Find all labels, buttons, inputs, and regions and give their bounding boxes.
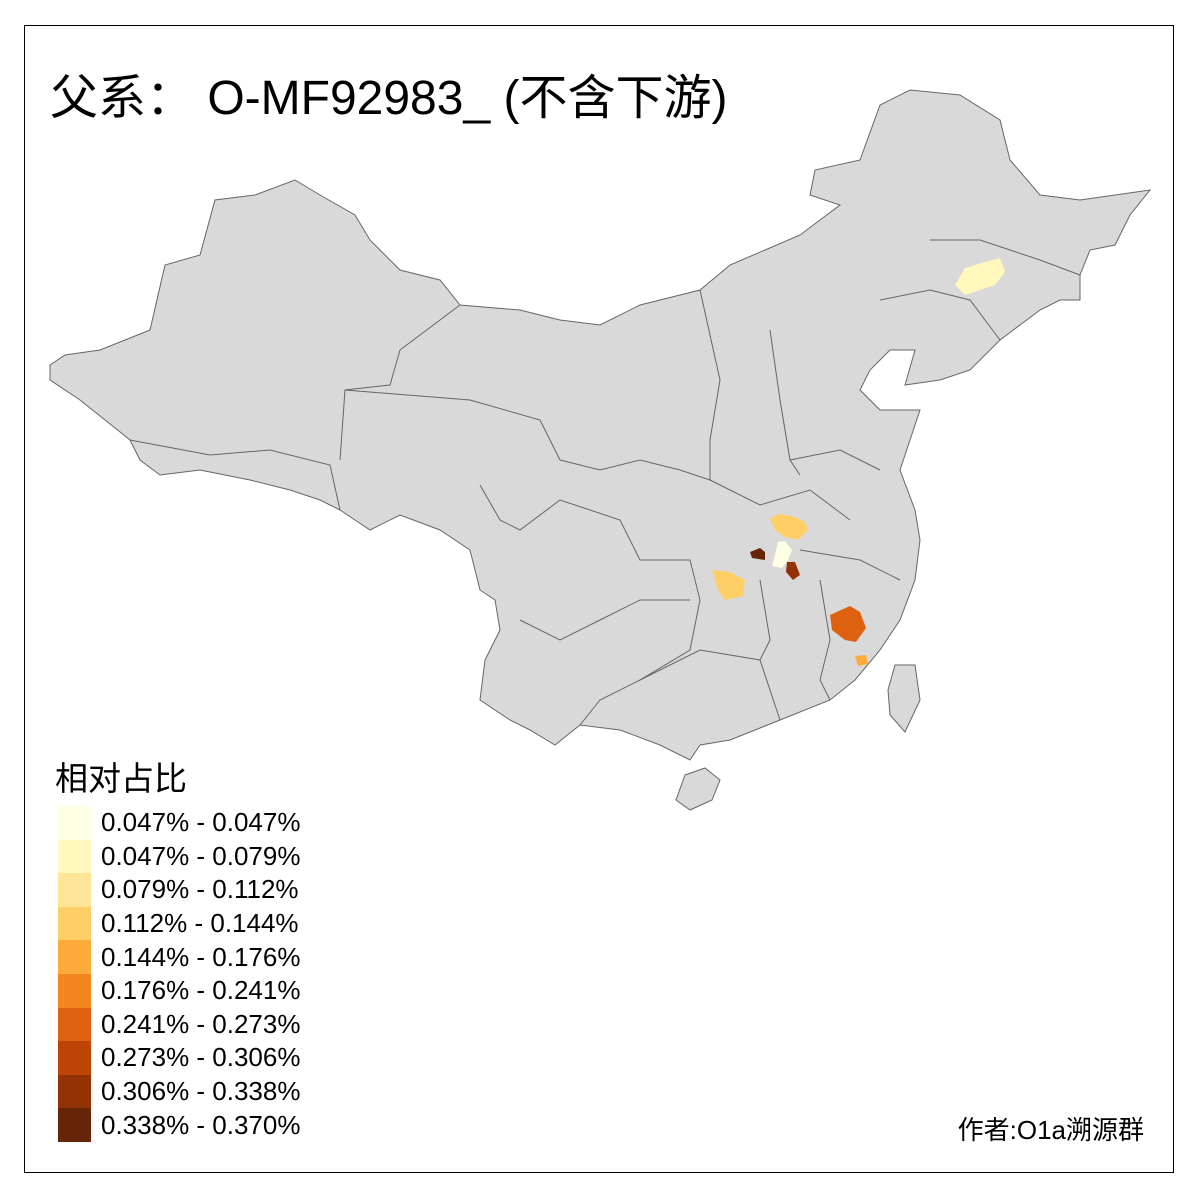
plot-frame xyxy=(24,25,1174,1173)
region-northeast xyxy=(955,258,1005,295)
legend-swatch xyxy=(58,1074,91,1109)
legend-item: 0.047% - 0.079% xyxy=(58,839,301,874)
legend-swatch xyxy=(58,1108,91,1142)
legend-item: 0.079% - 0.112% xyxy=(58,873,300,907)
region-hubei xyxy=(772,541,792,568)
legend: 0.047% - 0.047% 0.047% - 0.079% 0.079% - 0… xyxy=(58,806,300,1142)
legend-swatch xyxy=(58,973,91,1008)
legend-item: 0.112% - 0.144% xyxy=(58,906,300,941)
legend-label: 0.112% - 0.144% xyxy=(101,908,299,939)
province-borders xyxy=(129,239,1081,726)
map-title: 父系： O-MF92983_ (不含下游) xyxy=(50,72,728,125)
legend-swatch xyxy=(58,839,91,874)
region-west-hubei xyxy=(750,548,765,560)
legend-swatch xyxy=(58,1007,91,1042)
hainan xyxy=(675,767,721,811)
region-east-hubei xyxy=(786,562,800,580)
legend-label: 0.273% - 0.306% xyxy=(101,1042,301,1073)
legend-item: 0.306% - 0.338% xyxy=(58,1074,301,1109)
region-hunan xyxy=(712,570,745,600)
region-fujian-coast xyxy=(855,655,868,666)
legend-label: 0.079% - 0.112% xyxy=(101,874,299,905)
legend-label: 0.338% - 0.370% xyxy=(101,1109,301,1140)
legend-swatch xyxy=(58,1041,91,1075)
legend-item: 0.047% - 0.047% xyxy=(58,806,300,840)
legend-swatch xyxy=(58,806,91,840)
legend-item: 0.273% - 0.306% xyxy=(58,1041,300,1075)
legend-label: 0.047% - 0.079% xyxy=(101,840,301,871)
taiwan xyxy=(887,664,921,733)
legend-item: 0.241% - 0.273% xyxy=(58,1007,301,1042)
region-henan xyxy=(770,514,808,540)
legend-swatch xyxy=(58,873,91,907)
legend-label: 0.144% - 0.176% xyxy=(101,941,301,972)
legend-item: 0.338% - 0.370% xyxy=(58,1108,300,1142)
legend-item: 0.176% - 0.241% xyxy=(58,973,301,1008)
legend-title: 相对占比 xyxy=(55,760,187,797)
legend-swatch xyxy=(58,906,91,941)
region-jiangxi-fujian xyxy=(830,606,866,642)
legend-label: 0.047% - 0.047% xyxy=(101,807,301,838)
mainland-china xyxy=(49,89,1152,761)
legend-swatch xyxy=(58,940,91,974)
legend-label: 0.176% - 0.241% xyxy=(101,975,301,1006)
legend-label: 0.306% - 0.338% xyxy=(101,1076,301,1107)
legend-label: 0.241% - 0.273% xyxy=(101,1008,301,1039)
legend-item: 0.144% - 0.176% xyxy=(58,940,300,974)
author-credit: 作者:O1a溯源群 xyxy=(957,1115,1144,1145)
